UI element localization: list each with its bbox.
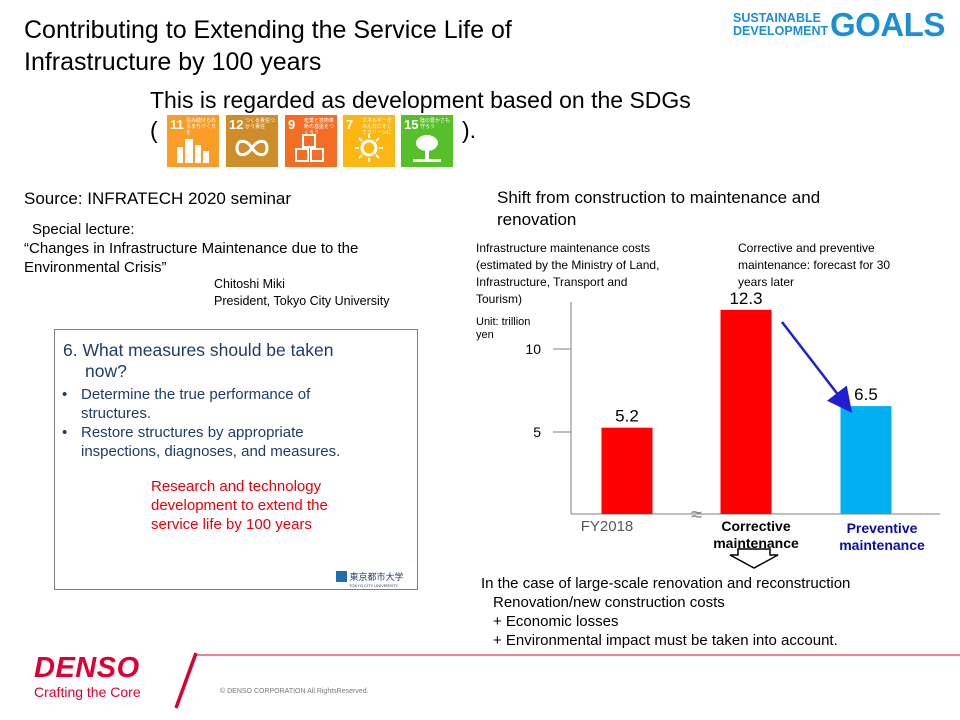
sdg-9-icon: 9 産業と技術革新の基盤をつくろう [285,115,337,167]
sdg-statement: This is regarded as development based on… [150,87,691,113]
category-label: maintenance [713,535,799,551]
category-label: Preventive [847,520,918,536]
list-item: Determine the true performance of struct… [59,385,409,423]
denso-logo: DENSO [34,652,140,684]
chart-caption-right: Corrective and preventive maintenance: f… [738,241,891,289]
brand-tagline: Crafting the Core [34,684,141,700]
bar-value-label: 5.2 [615,407,639,426]
measures-list: Determine the true performance of struct… [59,385,409,461]
measures-box: 6. What measures should be taken now? De… [54,329,418,590]
cubes-icon [295,134,324,162]
category-label: maintenance [839,537,925,553]
category-label: Corrective [721,518,790,534]
sdg-logo: SUSTAINABLE DEVELOPMENT [733,11,829,38]
lecture-label: Special lecture: [32,221,135,238]
sdg-7-icon: 7 エネルギーをみんなにそしてクリーンに [343,115,395,167]
paren-open: ( [150,117,158,143]
list-item: Restore structures by appropriate inspec… [59,423,409,461]
sdg-11-icon: 11 住み続けられるまちづくりを [167,115,219,167]
university-logo: 東京都市大学 TOKYO CITY UNIVERSITY [336,570,404,588]
bar-value-label: 6.5 [854,385,878,404]
speaker: Chitoshi Miki President, Tokyo City Univ… [214,277,390,308]
footer-decoration [174,652,960,709]
sdg-15-icon: 15 陸の豊かさも守ろう [401,115,453,167]
city-icon [177,139,209,163]
sdg-12-icon: 12 つくる責任つかう責任 [226,115,278,167]
y-tick-label: 5 [533,424,541,440]
lecture-title: “Changes in Infrastructure Maintenance d… [24,240,359,276]
paren-close: ). [462,117,477,143]
university-mark-icon [336,571,347,582]
down-arrow-icon [729,548,779,569]
source-heading: Source: INFRATECH 2020 seminar [24,189,292,208]
page-title: Contributing to Extending the Service Li… [24,16,512,76]
chart-caption-left: Infrastructure maintenance costs (estima… [476,241,660,306]
measures-heading: 6. What measures should be taken now? [63,340,334,381]
infinity-icon [235,139,269,157]
bar-value-label: 12.3 [729,289,762,308]
bar-2 [720,309,772,514]
sdg-goals-logo: GOALS [830,6,945,43]
tree-icon [413,135,441,162]
conclusion-text: In the case of large-scale renovation an… [481,575,851,649]
research-text: Research and technology development to e… [151,478,328,533]
y-tick-label: 10 [525,341,541,357]
bar-3 [840,406,892,514]
category-label: FY2018 [581,518,634,535]
unit-label: Unit: trillion yen [476,316,531,341]
trend-arrow-icon [781,321,853,413]
sun-icon [355,134,383,162]
chart-title: Shift from construction to maintenance a… [497,188,821,229]
copyright: © DENSO CORPORATION All RightsReserved. [220,688,369,695]
bar-1 [601,427,653,514]
axis-break-symbol: ≈ [691,504,702,526]
